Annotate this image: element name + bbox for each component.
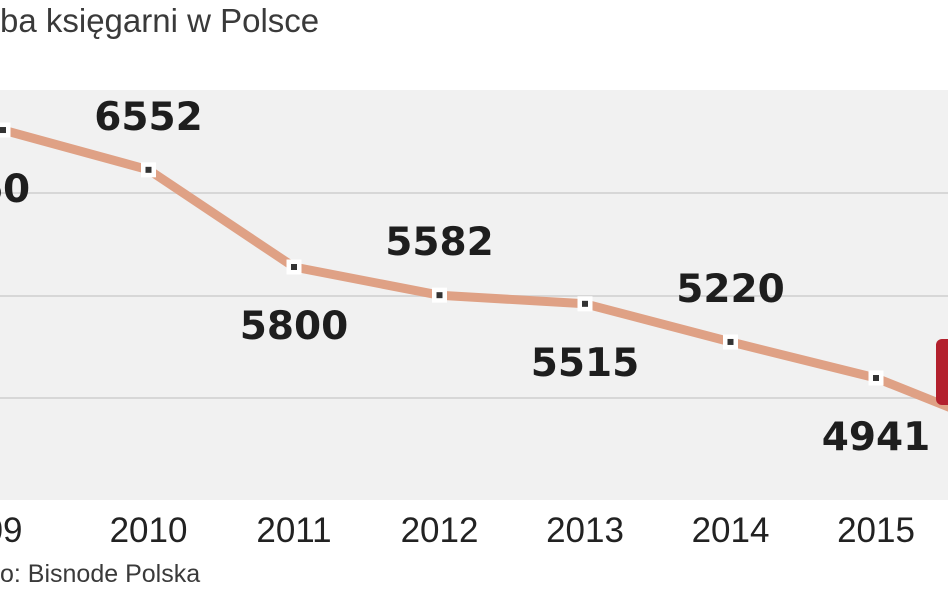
- source-note: o: Bisnode Polska: [0, 560, 201, 588]
- x-tick-label-0: 09: [0, 511, 22, 550]
- highlight-badge: [936, 339, 948, 405]
- marker-dot-1: [145, 166, 152, 173]
- value-label-5: 5220: [676, 267, 785, 312]
- marker-dot-2: [291, 264, 297, 270]
- value-label-0: 60: [0, 167, 30, 212]
- x-tick-label-6: 2015: [837, 511, 915, 550]
- highlight-layer: [936, 339, 948, 405]
- value-label-3: 5582: [385, 220, 494, 265]
- x-tick-label-2: 2011: [256, 511, 331, 550]
- x-tick-label-1: 2010: [110, 511, 188, 550]
- value-label-6: 4941: [822, 415, 931, 460]
- value-label-4: 5515: [531, 341, 640, 386]
- marker-dot-0: [0, 127, 6, 134]
- value-label-1: 6552: [94, 95, 203, 140]
- value-labels: 60 6552 5800 5582 5515 5220 4941: [0, 95, 930, 460]
- x-axis-ticks: 09 2010 2011 2012 2013 2014 2015: [0, 511, 915, 550]
- x-tick-label-4: 2013: [546, 511, 624, 550]
- value-label-2: 5800: [240, 304, 349, 349]
- marker-dot-3: [436, 292, 443, 299]
- marker-dot-6: [873, 375, 879, 381]
- series-path: [0, 125, 948, 412]
- x-tick-label-5: 2014: [692, 511, 770, 550]
- marker-dot-5: [727, 338, 734, 345]
- marker-dot-4: [582, 300, 588, 307]
- series-line: [0, 125, 948, 412]
- x-tick-label-3: 2012: [401, 511, 479, 550]
- chart-title: ba księgarni w Polsce: [0, 2, 320, 39]
- data-markers: [0, 122, 884, 386]
